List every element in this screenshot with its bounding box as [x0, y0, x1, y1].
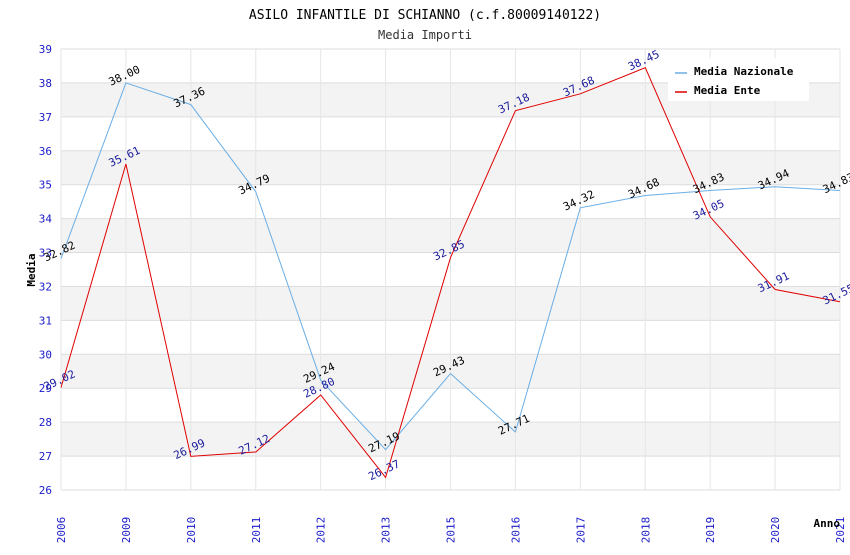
legend: Media Nazionale Media Ente [668, 58, 809, 101]
data-label-media-nazionale: 32.82 [42, 239, 78, 265]
x-tick-label: 2012 [315, 517, 328, 544]
x-tick-label: 2018 [639, 517, 652, 544]
x-tick-label: 2019 [704, 517, 717, 544]
y-tick-label: 30 [39, 348, 52, 361]
y-tick-label: 38 [39, 77, 52, 90]
data-label-media-ente: 38.45 [626, 48, 662, 74]
x-tick-label: 2020 [769, 517, 782, 544]
y-tick-label: 28 [39, 416, 52, 429]
data-label-media-ente: 26.37 [366, 457, 402, 483]
chart-subtitle: Media Importi [378, 28, 472, 42]
x-tick-label: 2015 [445, 517, 458, 544]
x-tick-label: 2016 [509, 517, 522, 544]
chart-title: ASILO INFANTILE DI SCHIANNO (c.f.8000914… [249, 8, 601, 23]
y-tick-label: 35 [39, 179, 52, 192]
data-label-media-nazionale: 34.32 [561, 188, 597, 214]
x-tick-label: 2006 [55, 517, 68, 544]
x-tick-label: 2011 [250, 517, 263, 544]
y-tick-label: 34 [39, 213, 53, 226]
y-axis-title: Media [25, 253, 38, 286]
x-tick-label: 2021 [834, 517, 847, 544]
legend-label-media-ente: Media Ente [694, 84, 761, 97]
x-tick-label: 2010 [185, 517, 198, 544]
x-tick-label: 2013 [380, 517, 393, 544]
legend-background [668, 58, 809, 101]
legend-label-media-nazionale: Media Nazionale [694, 65, 794, 78]
y-tick-label: 26 [39, 484, 52, 497]
y-tick-label: 33 [39, 247, 52, 260]
y-tick-label: 39 [39, 43, 52, 56]
x-tick-label: 2017 [574, 517, 587, 544]
series-line-media-nazionale [60, 82, 841, 451]
y-tick-label: 37 [39, 111, 52, 124]
y-tick-label: 36 [39, 145, 52, 158]
data-label-media-ente: 29.02 [42, 367, 78, 393]
series-line-media-ente [60, 67, 841, 479]
y-tick-label: 29 [39, 382, 52, 395]
x-axis-title: Anno [814, 517, 841, 530]
y-tick-label: 27 [39, 450, 52, 463]
x-tick-label: 2009 [120, 517, 133, 544]
y-tick-label: 32 [39, 280, 52, 293]
y-tick-label: 31 [39, 314, 52, 327]
